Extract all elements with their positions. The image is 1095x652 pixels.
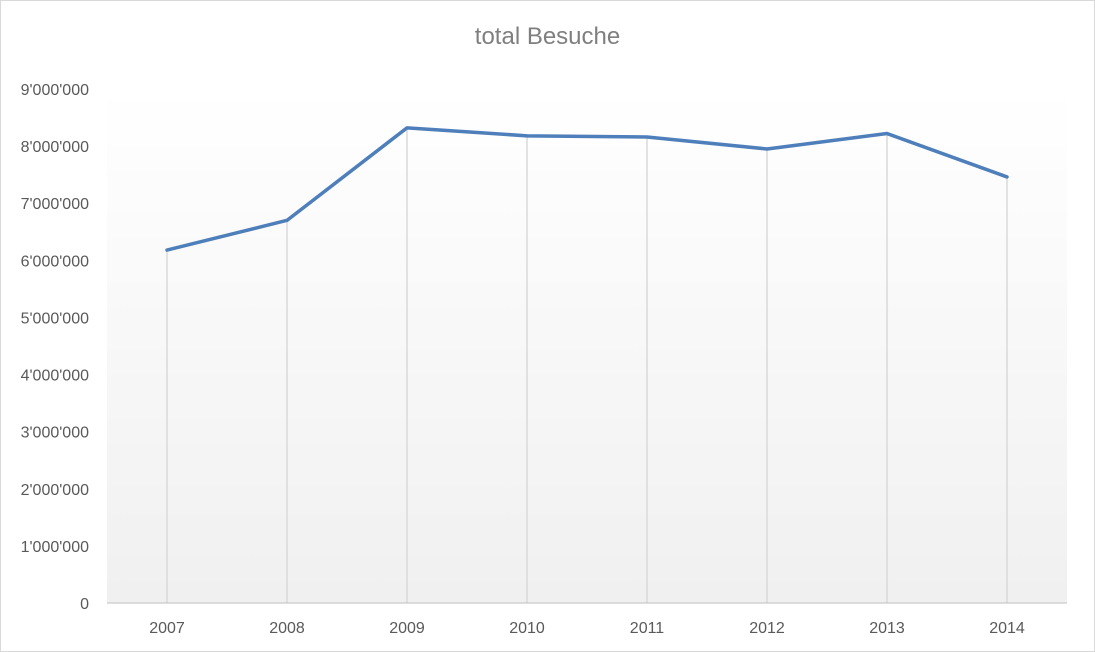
data-point (525, 134, 529, 138)
y-tick-label: 7'000'000 (21, 196, 90, 213)
x-tick-label: 2012 (749, 620, 785, 637)
y-tick-label: 5'000'000 (21, 310, 90, 327)
x-tick-label: 2014 (989, 620, 1025, 637)
data-point (885, 132, 889, 136)
x-tick-label: 2008 (269, 620, 305, 637)
plot-area (107, 89, 1067, 603)
y-tick-label: 3'000'000 (21, 425, 90, 442)
y-tick-label: 2'000'000 (21, 482, 90, 499)
series-line (165, 126, 1009, 252)
data-point (765, 147, 769, 151)
y-tick-label: 4'000'000 (21, 368, 90, 385)
y-tick-label: 0 (80, 596, 89, 613)
chart-title: total Besuche (474, 23, 621, 50)
x-tick-label: 2011 (630, 620, 665, 637)
y-tick-label: 6'000'000 (21, 253, 90, 270)
y-tick-label: 8'000'000 (21, 139, 90, 156)
x-tick-label: 2013 (869, 620, 905, 637)
data-point (285, 218, 289, 222)
data-point (645, 135, 649, 139)
y-tick-label: 1'000'000 (21, 539, 90, 556)
x-tick-label: 2010 (509, 620, 545, 637)
data-point (1005, 175, 1009, 179)
x-tick-label: 2009 (389, 620, 425, 637)
y-tick-label: 9'000'000 (21, 82, 90, 99)
data-point (165, 248, 169, 252)
data-point (405, 126, 409, 130)
x-tick-label: 2007 (149, 620, 185, 637)
